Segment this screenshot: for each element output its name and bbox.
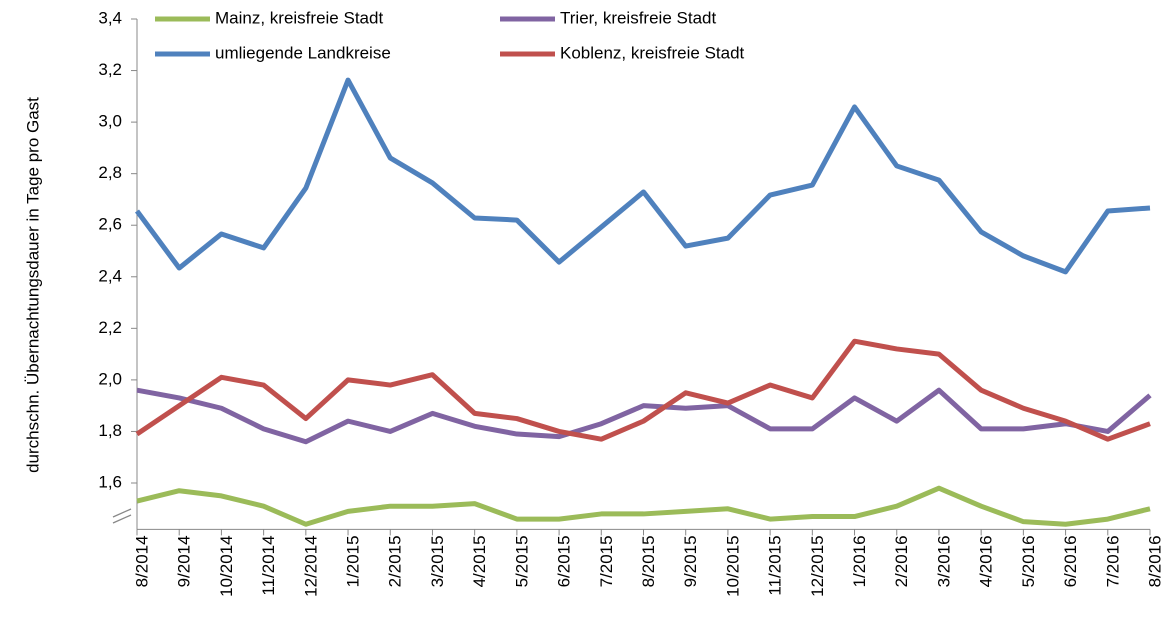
y-tick-label: 2,0	[98, 369, 122, 388]
series-line	[136, 485, 1151, 527]
x-tick-label: 3/2015	[428, 535, 447, 587]
y-tick-label: 3,4	[98, 8, 122, 27]
x-tick-label: 9/2014	[175, 535, 194, 587]
y-axis-label: durchschn. Übernachtungsdauer in Tage pr…	[23, 97, 42, 473]
x-tick-label: 3/2016	[934, 535, 953, 587]
x-tick-label: 9/2015	[681, 535, 700, 587]
x-tick-label: 7/2016	[1103, 535, 1122, 587]
x-tick-label: 8/2016	[1145, 535, 1163, 587]
axis-break-mark	[112, 508, 132, 518]
y-tick-label: 2,6	[98, 215, 122, 234]
legend-label: umliegende Landkreise	[215, 43, 391, 62]
y-tick-label: 2,8	[98, 163, 122, 182]
x-tick-label: 11/2015	[766, 535, 785, 595]
x-tick-label: 7/2015	[597, 535, 616, 587]
axis-break	[112, 508, 132, 524]
legend-label: Trier, kreisfreie Stadt	[560, 8, 716, 27]
series-line	[135, 338, 1151, 442]
x-tick-label: 4/2015	[470, 535, 489, 587]
x-tick-label: 12/2014	[301, 535, 320, 596]
axis-break-mark	[112, 514, 132, 524]
y-tick-label: 2,2	[98, 318, 122, 337]
x-tick-label: 12/2015	[808, 535, 827, 596]
y-tick-label: 1,8	[98, 421, 122, 440]
y-tick-label: 1,6	[98, 472, 122, 491]
x-tick-label: 8/2015	[639, 535, 658, 587]
series-line	[134, 77, 1151, 275]
x-tick-label: 6/2015	[555, 535, 574, 587]
x-tick-label: 5/2016	[1019, 535, 1038, 587]
y-tick-label: 3,2	[98, 60, 122, 79]
legend-label: Koblenz, kreisfreie Stadt	[560, 43, 745, 62]
x-tick-label: 2/2016	[892, 535, 911, 587]
x-tick-label: 11/2014	[259, 535, 278, 595]
x-tick-label: 1/2016	[850, 535, 869, 587]
y-tick-label: 3,0	[98, 112, 122, 131]
x-tick-label: 8/2014	[132, 535, 151, 587]
x-tick-label: 4/2016	[977, 535, 996, 587]
x-tick-label: 5/2015	[512, 535, 531, 587]
x-tick-label: 2/2015	[386, 535, 405, 587]
x-tick-label: 10/2014	[217, 535, 236, 596]
x-tick-label: 10/2015	[723, 535, 742, 596]
x-tick-label: 6/2016	[1061, 535, 1080, 587]
legend-label: Mainz, kreisfreie Stadt	[215, 8, 383, 27]
series-line	[136, 387, 1152, 445]
y-tick-label: 2,4	[98, 266, 122, 285]
x-tick-label: 1/2015	[344, 535, 363, 587]
